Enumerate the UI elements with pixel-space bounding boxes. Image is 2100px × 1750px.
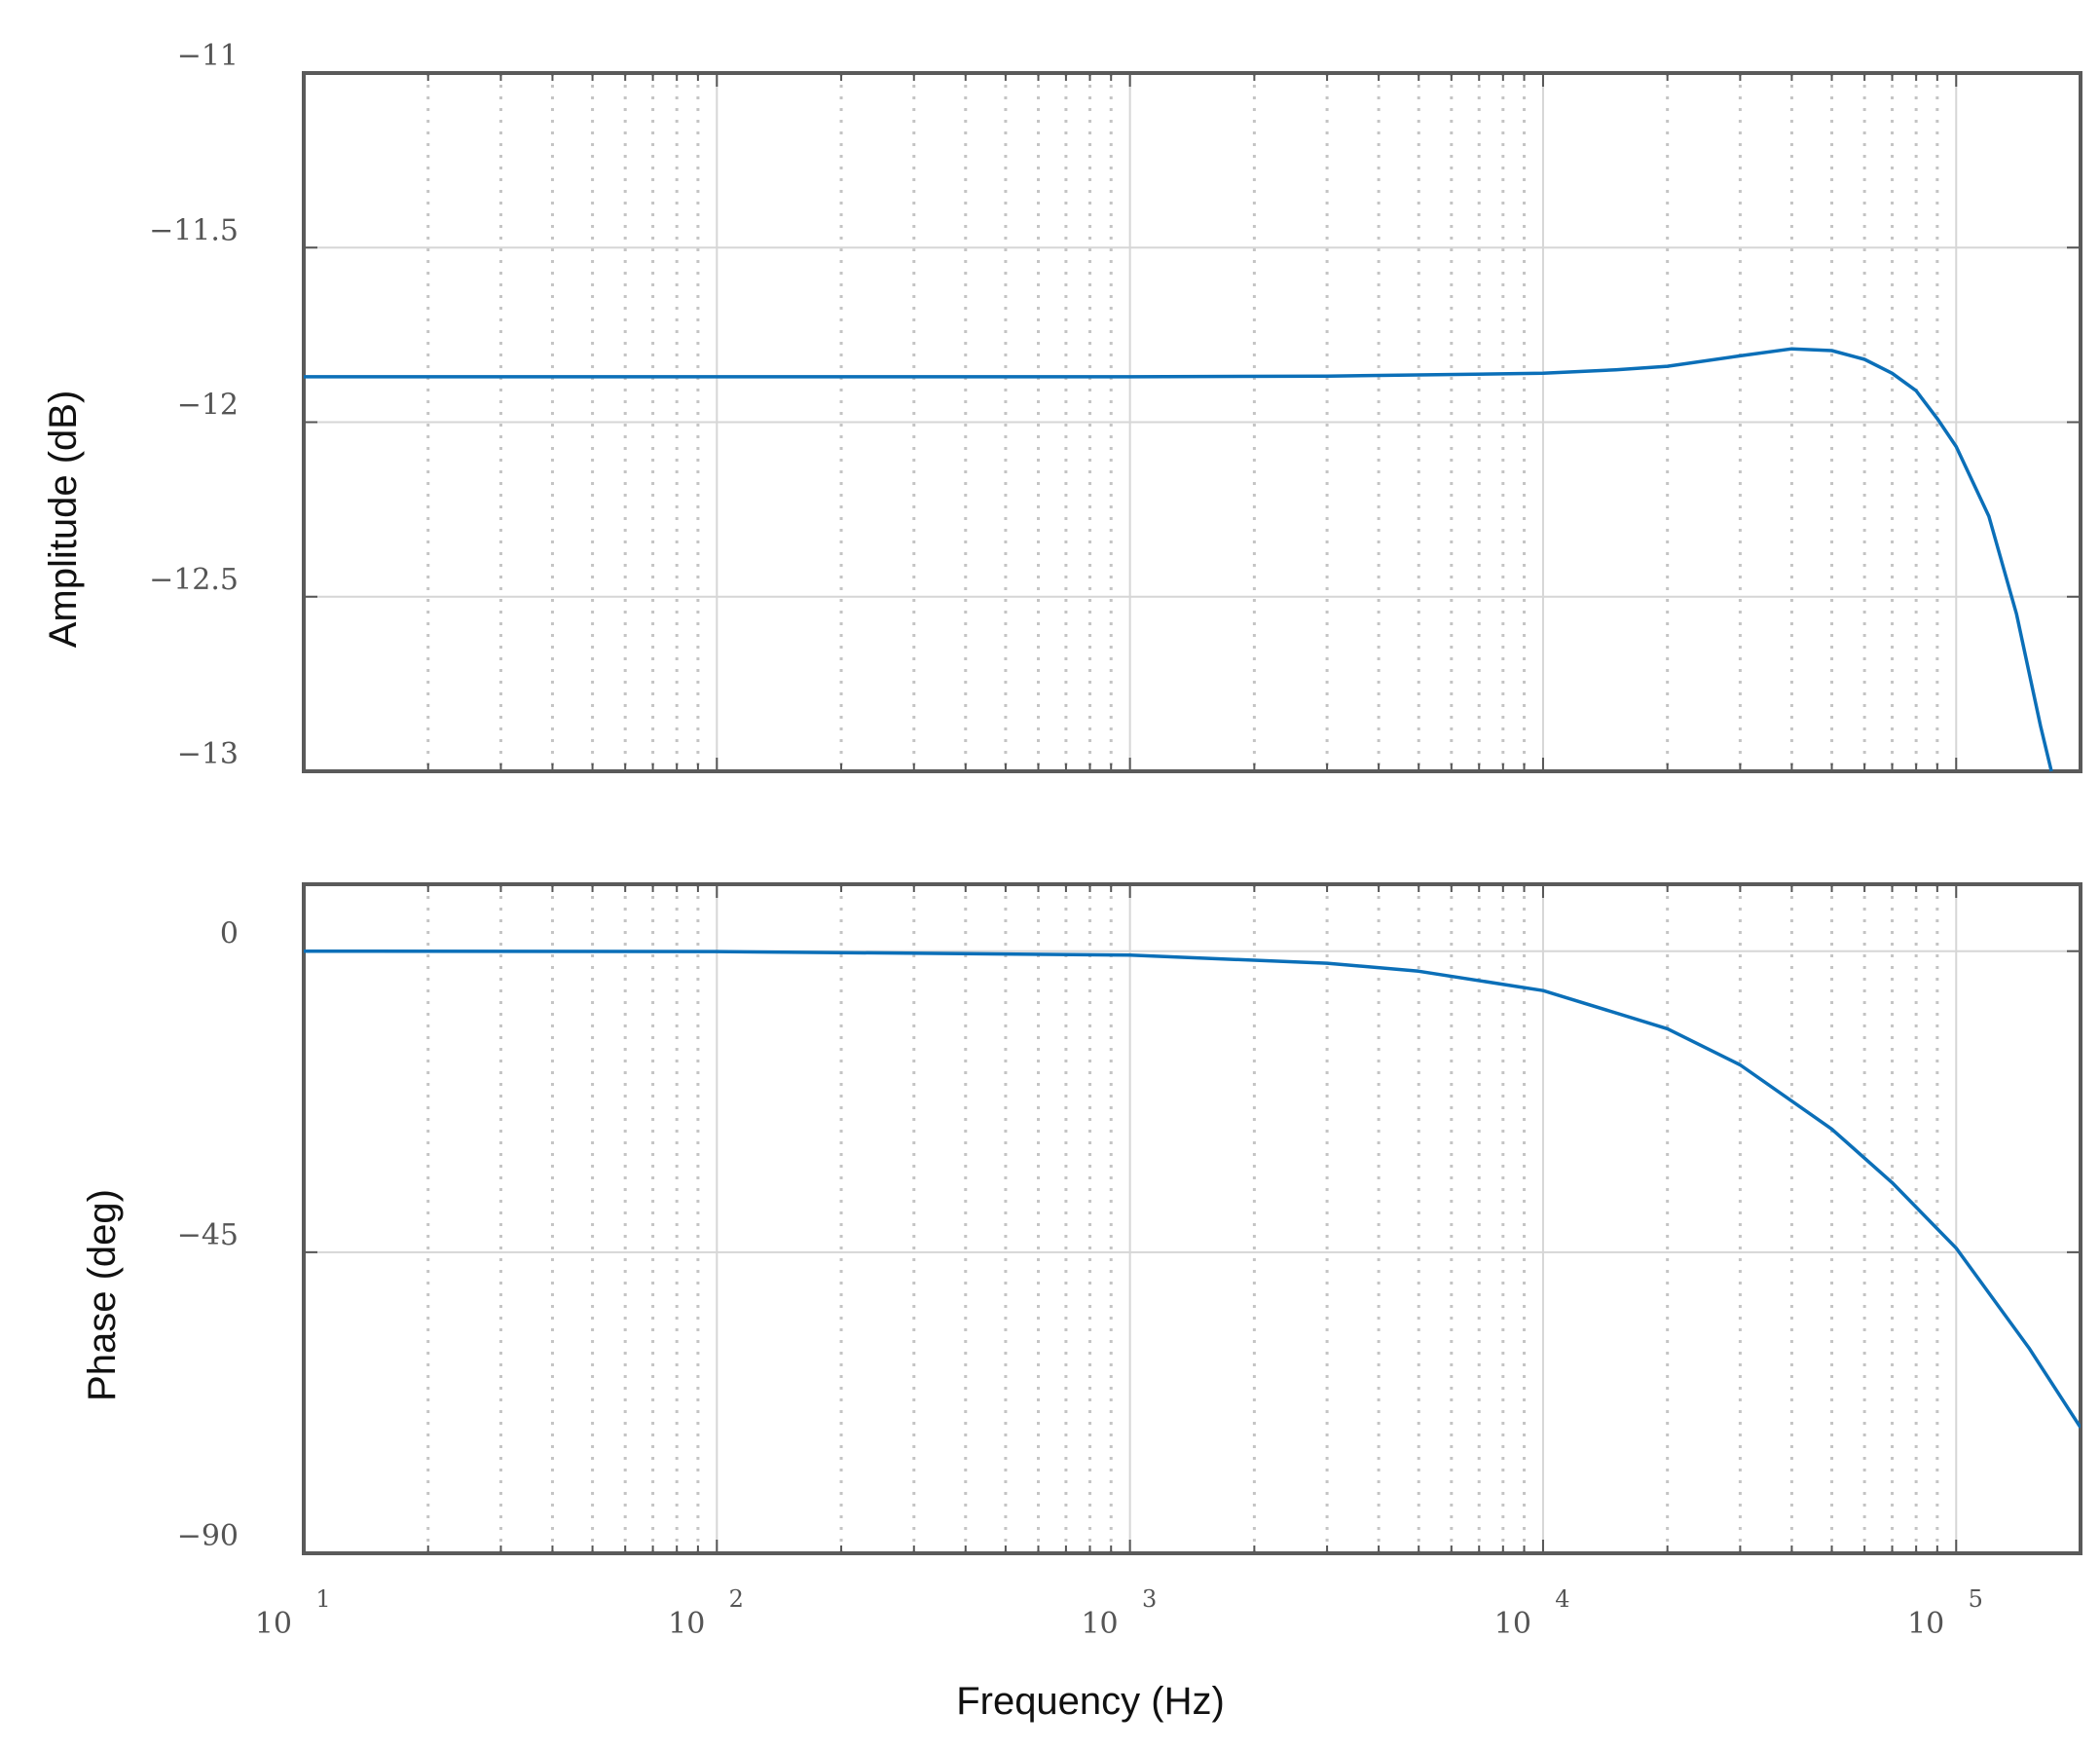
phase-y-tick-label: 0 — [220, 917, 239, 951]
phase-x-tick-label-exponent: 3 — [1142, 1585, 1157, 1613]
phase-y-tick-label: −90 — [177, 1519, 239, 1553]
amplitude-y-tick-label: −12.5 — [149, 563, 239, 597]
phase-series-line — [304, 949, 2081, 1429]
amplitude-y-tick-label: −12 — [177, 389, 239, 423]
phase-y-tick-label: −45 — [177, 1218, 239, 1252]
phase-x-tick-label-base: 10 — [1907, 1607, 1944, 1641]
amplitude-y-tick-label: −13 — [177, 737, 239, 771]
amplitude-series-line — [304, 347, 2053, 772]
phase-x-tick-label-base: 10 — [1081, 1607, 1118, 1641]
phase-x-tick-label-exponent: 2 — [729, 1585, 744, 1613]
phase-axes-box — [302, 882, 2082, 1555]
phase-x-tick-label-exponent: 5 — [1969, 1585, 1983, 1613]
x-axis-label: Frequency (Hz) — [956, 1680, 1225, 1723]
amplitude-axes-box — [302, 71, 2082, 773]
amplitude-y-tick-label: −11.5 — [149, 213, 239, 247]
phase-x-tick-label-base: 10 — [1494, 1607, 1531, 1641]
amplitude-panel: −13 −12.5 −12 −11.5 −11 — [149, 39, 2082, 773]
amplitude-y-tick-label: −11 — [177, 39, 239, 73]
phase-x-tick-label-exponent: 4 — [1555, 1585, 1569, 1613]
phase-y-axis-label: Phase (deg) — [81, 1189, 124, 1401]
amplitude-y-axis-label: Amplitude (dB) — [42, 391, 85, 649]
phase-panel: −90 −45 0 10 1 10 2 10 3 10 4 10 5 — [177, 882, 2082, 1641]
phase-x-tick-label-base: 10 — [255, 1607, 292, 1641]
phase-x-tick-label-base: 10 — [668, 1607, 705, 1641]
phase-x-tick-label-exponent: 1 — [315, 1585, 330, 1613]
